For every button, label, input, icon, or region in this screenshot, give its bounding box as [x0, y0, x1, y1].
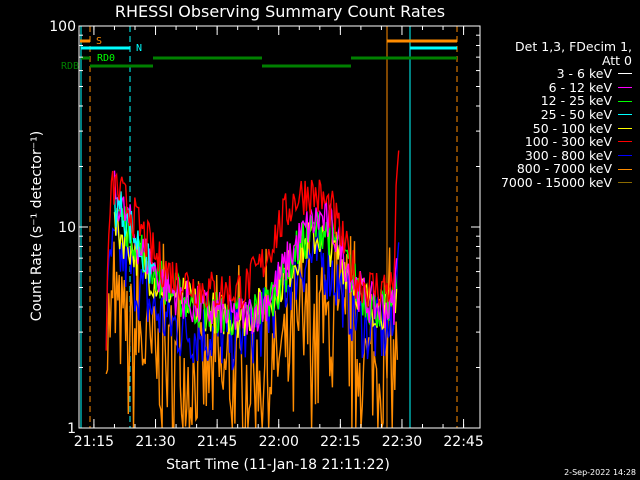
legend-swatch	[618, 182, 632, 184]
legend-entry: 7000 - 15000 keV	[468, 176, 632, 190]
x-axis-label: Start Time (11-Jan-18 21:11:22)	[166, 457, 390, 473]
y-axis-label: Count Rate (s⁻¹ detector⁻¹)	[29, 131, 45, 321]
x-tick-label: 22:00	[259, 434, 299, 450]
legend-label: 12 - 25 keV	[540, 93, 612, 109]
x-tick-label: 21:45	[197, 434, 237, 450]
rdb-label: RDB	[61, 61, 79, 72]
legend-swatch	[618, 155, 632, 157]
legend-entry: 25 - 50 keV	[468, 108, 632, 122]
legend-label: 25 - 50 keV	[540, 106, 612, 122]
legend-swatch	[618, 114, 632, 116]
series-layer	[105, 122, 400, 428]
y-tick-label: 100	[49, 19, 76, 35]
x-tick-label: 21:30	[135, 434, 175, 450]
legend-entry: 100 - 300 keV	[468, 135, 632, 149]
legend-entry: 6 - 12 keV	[468, 81, 632, 95]
x-tick-label: 22:15	[320, 434, 360, 450]
legend-swatch	[618, 100, 632, 102]
legend-label: 300 - 800 keV	[524, 147, 612, 163]
axes: 21:15 21:30 21:45 22:00 22:15 22:30 22:45 1 10 10…	[49, 19, 483, 450]
series-line-100-300-kev	[105, 150, 400, 351]
annotation-layer: S N RD0 RDB	[61, 26, 458, 428]
series-line-300-800-kev	[105, 221, 400, 371]
chart-title: RHESSI Observing Summary Count Rates	[115, 2, 445, 21]
legend-label: 50 - 100 keV	[532, 120, 612, 136]
y-tick-label: 1	[67, 421, 76, 437]
legend-swatch	[618, 73, 632, 75]
saa-label: S	[96, 36, 102, 47]
legend-label: 3 - 6 keV	[556, 66, 612, 82]
legend-swatch	[618, 87, 632, 89]
legend-label: 7000 - 15000 keV	[500, 174, 612, 190]
timestamp: 2-Sep-2022 14:28	[564, 468, 636, 477]
legend-swatch	[618, 168, 632, 170]
legend-entry: 12 - 25 keV	[468, 94, 632, 108]
y-tick-label: 10	[58, 220, 76, 236]
legend-entry: 3 - 6 keV	[468, 67, 632, 81]
rd0-label: RD0	[97, 53, 115, 64]
legend-label: 6 - 12 keV	[548, 79, 612, 95]
legend-entry: 800 - 7000 keV	[468, 162, 632, 176]
legend: Det 1,3, FDecim 1, Att 0 3 - 6 keV 6 - 12…	[468, 40, 632, 190]
legend-rows: 3 - 6 keV 6 - 12 keV 12 - 25 keV 25 - 50 ke…	[468, 67, 632, 189]
legend-label: 100 - 300 keV	[524, 134, 612, 150]
x-tick-label: 21:15	[74, 434, 114, 450]
legend-label: 800 - 7000 keV	[516, 161, 612, 177]
night-label: N	[136, 43, 142, 54]
legend-swatch	[618, 141, 632, 143]
legend-swatch	[618, 127, 632, 129]
legend-header-line-2: Att 0	[601, 52, 632, 68]
x-tick-label: 22:45	[443, 434, 483, 450]
x-tick-label: 22:30	[382, 434, 422, 450]
series-line-25-50-kev	[113, 191, 156, 284]
legend-header-line-1: Det 1,3, FDecim 1,	[515, 39, 632, 54]
legend-entry: 50 - 100 keV	[468, 120, 632, 136]
legend-entry: 300 - 800 keV	[468, 149, 632, 163]
